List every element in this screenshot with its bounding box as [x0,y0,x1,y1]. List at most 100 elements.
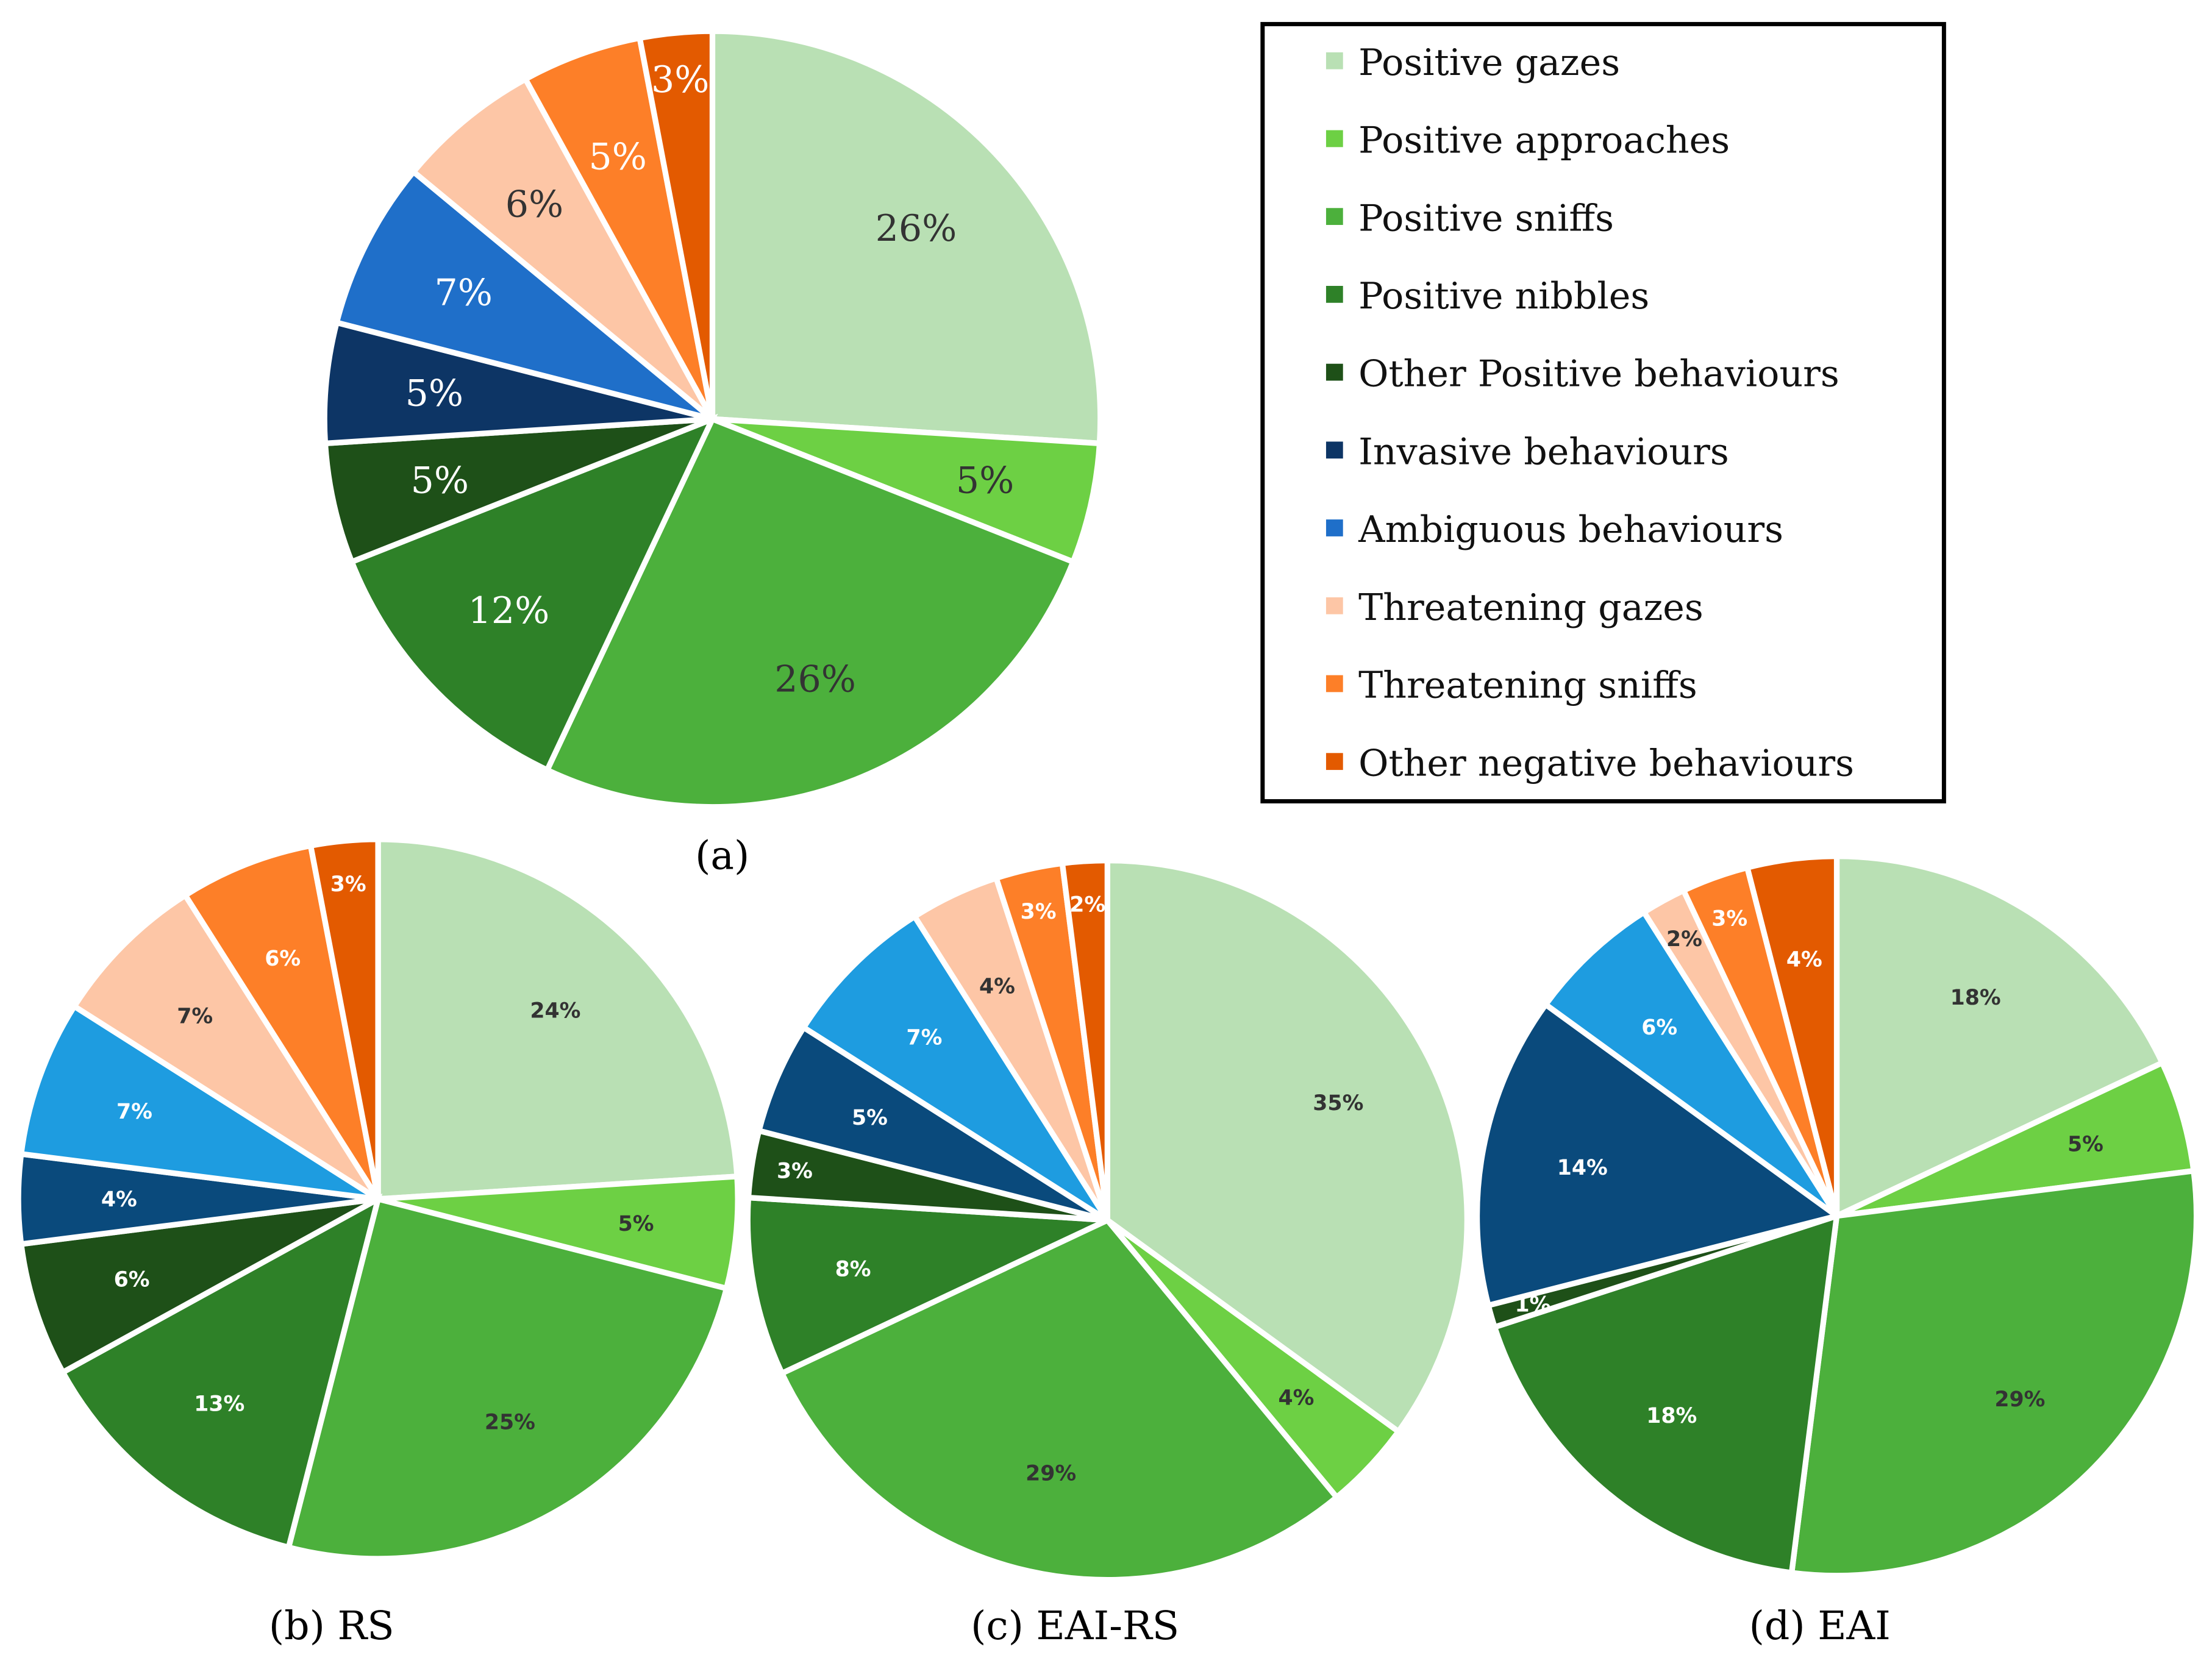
pie-slice [1059,857,1110,1221]
slice-label: 2% [1069,893,1105,917]
legend-swatch [1325,52,1343,69]
slice-label: 4% [979,974,1015,999]
slice-label: 5% [618,1212,654,1236]
legend-swatch [1325,597,1343,614]
pie-0: 26%5%26%12%5%5%7%6%5%3% [321,28,1104,810]
legend-swatch [1325,285,1343,303]
caption-a: (a) [695,833,749,879]
pie-1: 24% 5% 25% 13% 6% 4% 7% 7% 6% 3% [15,836,741,1562]
legend-swatch [1325,208,1343,226]
legend-swatch [1325,441,1343,459]
pie-slice [744,1194,1109,1378]
pie-slice [18,1196,380,1376]
legend-swatch [1325,519,1343,536]
pie-slice [181,842,381,1201]
caption-d: (d) EAI [1749,1603,1891,1649]
pie-slice [1788,1167,2200,1579]
slice-label: 2% [1666,927,1702,952]
pie-slice [709,28,1104,447]
slice-label: 3% [651,59,709,101]
slice-label: 5% [852,1106,888,1130]
caption-c: (c) EAI-RS [971,1603,1179,1649]
slice-label: 3% [777,1159,813,1184]
legend: Positive gazes Positive approaches Positiv… [1260,22,1946,803]
pie-slice [755,1023,1109,1223]
slice-label: 7% [906,1025,942,1050]
slice-label: 5% [589,135,647,178]
legend-label: Threatening sniffs [1358,664,1697,707]
pie-slice [375,836,740,1202]
pie-slice [1104,857,1470,1436]
slice-label: 3% [1711,906,1747,931]
pie-slice [1491,1212,1841,1576]
slice-label: 4% [1279,1386,1315,1411]
legend-label: Positive approaches [1358,119,1730,162]
slice-label: 4% [1786,947,1822,972]
legend-label: Threatening gazes [1358,586,1704,629]
slice-label: 3% [1021,900,1057,924]
slice-label: 5% [411,459,469,502]
slice-label: 6% [265,947,301,971]
pie-slice [322,416,714,566]
pie-slice [636,28,716,420]
slice-label: 18% [1646,1404,1697,1428]
slice-label: 5% [2068,1132,2103,1156]
legend-swatch [1325,130,1343,148]
pie-slice [1541,908,1839,1219]
pie-slice [377,1173,741,1292]
pie-2: 35% 4% 29% 8% 3% 5% 7% 4% 3% 2% [744,857,1470,1583]
legend-swatch [1325,675,1343,692]
legend-label: Positive sniffs [1358,197,1614,240]
legend-label: Other negative behaviours [1358,742,1854,785]
pie-slice [543,415,1077,810]
slice-label: 35% [1313,1091,1363,1116]
pie-3: 18%5%29%18%1%14%6%2%3%4% [1474,853,2200,1579]
slice-label: 3% [330,872,366,897]
pie-slice [18,1002,380,1202]
slice-label: 26% [876,207,957,250]
legend-swatch [1325,753,1343,771]
slice-label: 12% [468,589,550,632]
slice-label: 26% [774,658,856,700]
slice-label: 6% [505,183,563,226]
pie-slice [1744,853,1840,1217]
pie-slice [333,168,715,422]
pie-slice [285,1195,730,1562]
pie-slice [1833,853,2166,1220]
slice-label: 5% [405,372,463,415]
legend-label: Ambiguous behaviours [1358,508,1783,551]
pie-slice [321,319,713,447]
pie-slice [59,1193,383,1551]
slice-label: 24% [530,999,580,1023]
legend-label: Invasive behaviours [1358,430,1729,473]
slice-label: 7% [177,1005,213,1029]
pie-slice [348,413,718,774]
legend-swatch [1325,363,1343,381]
legend-label: Positive nibbles [1358,275,1649,318]
pie-slice [409,75,715,421]
legend-box [1260,22,1946,803]
slice-label: 7% [116,1100,152,1124]
slice-label: 29% [1026,1461,1076,1486]
pie-slice [799,913,1110,1223]
slice-label: 6% [1641,1016,1677,1040]
legend-label: Other Positive behaviours [1358,353,1839,396]
pie-slice [70,891,380,1201]
slice-label: 4% [101,1187,137,1212]
slice-label: 6% [114,1267,150,1292]
slice-label: 7% [435,271,493,314]
slice-label: 29% [1994,1387,2045,1412]
caption-b: (b) RS [269,1603,394,1649]
pie-slice [1835,1059,2197,1219]
slice-label: 13% [194,1392,244,1417]
legend-label: Positive gazes [1358,41,1620,84]
pie-slice [307,836,381,1200]
pie-slice [521,34,716,421]
slice-label: 25% [485,1411,535,1435]
slice-label: 8% [835,1257,871,1281]
slice-label: 5% [956,459,1014,502]
slice-label: 14% [1557,1156,1608,1180]
pie-slice [1474,1000,1844,1309]
slice-label: 18% [1950,986,2001,1010]
